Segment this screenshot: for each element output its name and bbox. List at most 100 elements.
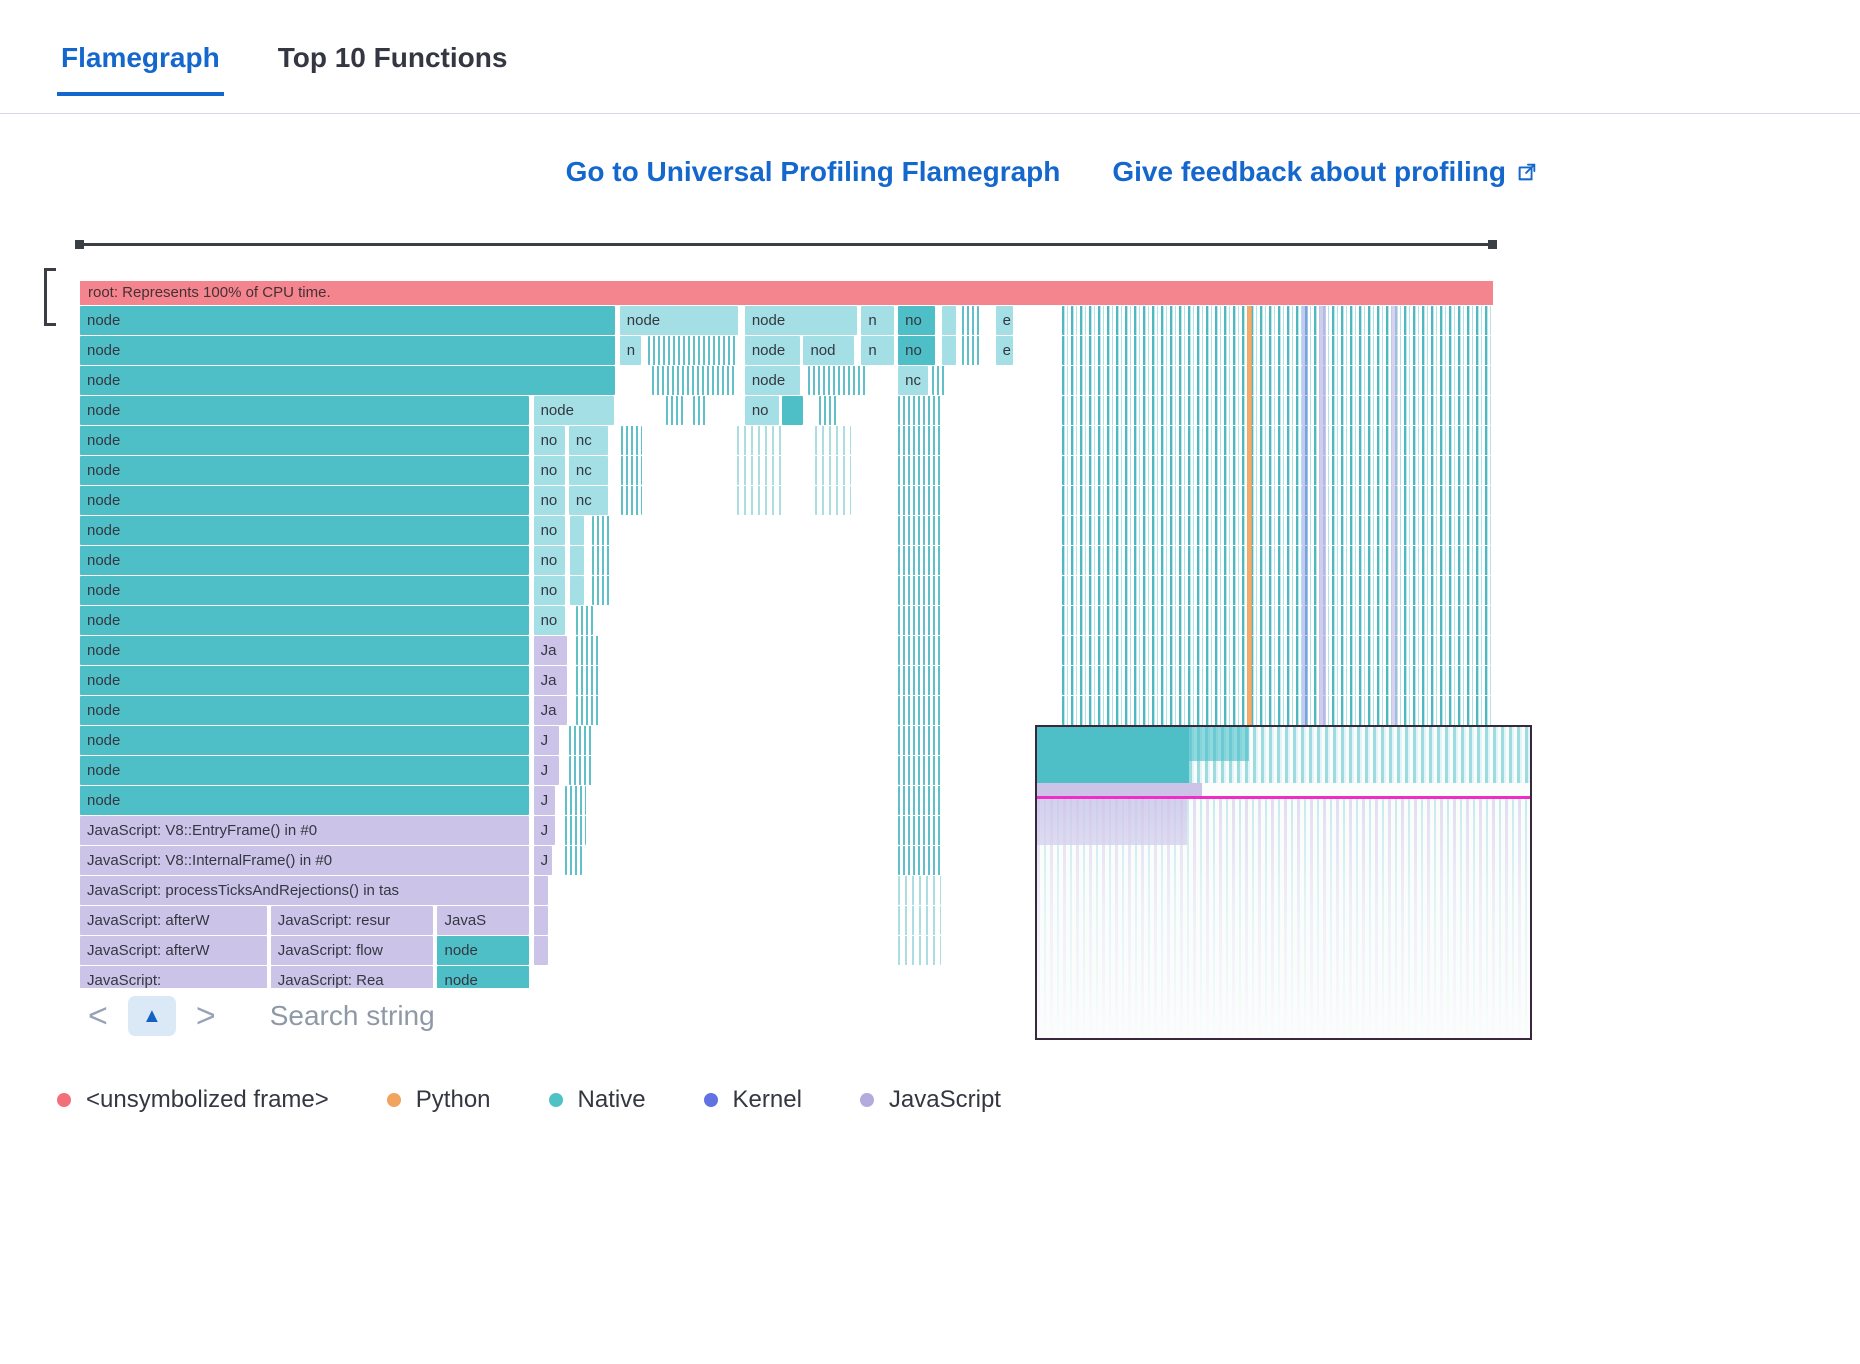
flame-frame[interactable]: node: [80, 306, 615, 335]
search-up-button[interactable]: ▲: [127, 996, 176, 1036]
flame-frame[interactable]: node: [744, 306, 858, 335]
flame-frame-cluster[interactable]: [564, 816, 586, 845]
flame-frame[interactable]: JavaScript: V8::InternalFrame() in #0: [80, 846, 530, 875]
flame-frame-cluster[interactable]: [898, 636, 941, 665]
flame-frame[interactable]: node: [533, 396, 615, 425]
flame-frame[interactable]: no: [744, 396, 779, 425]
flame-frame[interactable]: node: [80, 486, 530, 515]
flame-frame-cluster[interactable]: [898, 426, 941, 455]
flame-frame[interactable]: JavaScript: resur: [270, 906, 434, 935]
flame-frame-cluster[interactable]: [1062, 366, 1493, 395]
flame-frame-cluster[interactable]: [898, 906, 941, 935]
flame-frame-cluster[interactable]: [533, 906, 548, 935]
flame-frame[interactable]: no: [898, 306, 935, 335]
flame-frame-cluster[interactable]: [898, 486, 941, 515]
flame-frame[interactable]: node: [80, 396, 530, 425]
flame-frame-cluster[interactable]: [737, 486, 783, 515]
flame-frame-cluster[interactable]: [814, 456, 852, 485]
flame-frame[interactable]: node: [619, 306, 739, 335]
flame-frame-cluster[interactable]: [898, 576, 941, 605]
flame-frame[interactable]: nc: [898, 366, 928, 395]
flame-frame-cluster[interactable]: [898, 516, 941, 545]
flame-frame-cluster[interactable]: [898, 876, 941, 905]
search-input[interactable]: [267, 999, 698, 1033]
flame-frame-cluster[interactable]: [818, 396, 839, 425]
flame-frame[interactable]: e: [995, 306, 1013, 335]
flame-frame[interactable]: node: [80, 426, 530, 455]
flame-frame[interactable]: n: [861, 336, 894, 365]
flame-frame[interactable]: node: [80, 456, 530, 485]
flame-frame[interactable]: Ja: [533, 636, 568, 665]
flame-frame-cluster[interactable]: [932, 366, 947, 395]
flame-frame-cluster[interactable]: [1062, 486, 1493, 515]
flame-frame[interactable]: JavaScript: processTicksAndRejections() …: [80, 876, 530, 905]
flame-frame-cluster[interactable]: [568, 726, 595, 755]
flame-frame[interactable]: no: [533, 546, 565, 575]
flame-frame-cluster[interactable]: [898, 696, 941, 725]
universal-profiling-link[interactable]: Go to Universal Profiling Flamegraph: [565, 156, 1061, 187]
flame-frame[interactable]: JavaScript: Rea: [270, 966, 434, 988]
flame-frame-cluster[interactable]: [621, 426, 643, 455]
flame-frame-cluster[interactable]: [621, 456, 643, 485]
flame-frame-cluster[interactable]: [898, 786, 941, 815]
flamegraph-minimap[interactable]: [1035, 725, 1532, 1040]
flame-frame[interactable]: node: [80, 576, 530, 605]
flame-frame-cluster[interactable]: [1062, 666, 1493, 695]
flame-frame[interactable]: no: [533, 426, 565, 455]
flame-frame-cluster[interactable]: [941, 336, 956, 365]
flame-frame-cluster[interactable]: [591, 546, 612, 575]
flame-frame[interactable]: node: [437, 936, 530, 965]
flame-frame[interactable]: no: [898, 336, 935, 365]
flame-frame[interactable]: nc: [568, 426, 609, 455]
flame-frame[interactable]: no: [533, 486, 565, 515]
flame-frame-cluster[interactable]: [1062, 336, 1493, 365]
flame-frame[interactable]: J: [533, 756, 559, 785]
flame-frame[interactable]: nc: [568, 486, 609, 515]
flame-frame-cluster[interactable]: [1062, 636, 1493, 665]
flame-frame-cluster[interactable]: [898, 606, 941, 635]
flame-frame[interactable]: node: [744, 336, 800, 365]
flame-frame-cluster[interactable]: [1062, 306, 1493, 335]
flame-frame[interactable]: J: [533, 816, 555, 845]
flame-frame[interactable]: JavaScript: afterW: [80, 906, 267, 935]
flame-frame[interactable]: n: [619, 336, 641, 365]
flame-frame-cluster[interactable]: [575, 666, 602, 695]
flame-frame-cluster[interactable]: [898, 846, 941, 875]
flame-frame-cluster[interactable]: [898, 726, 941, 755]
flame-frame-cluster[interactable]: [1062, 606, 1493, 635]
flame-frame-cluster[interactable]: [575, 606, 593, 635]
flame-frame-cluster[interactable]: [666, 396, 684, 425]
flame-frame-cluster[interactable]: [564, 786, 586, 815]
flame-frame-cluster[interactable]: [568, 756, 595, 785]
flame-frame-cluster[interactable]: [648, 336, 736, 365]
flame-frame-cluster[interactable]: [1062, 456, 1493, 485]
flame-frame-cluster[interactable]: [961, 336, 979, 365]
flame-frame[interactable]: node: [80, 786, 530, 815]
flame-frame[interactable]: node: [80, 636, 530, 665]
flame-frame-cluster[interactable]: [1062, 396, 1493, 425]
minimap-selection-line[interactable]: [1037, 796, 1530, 799]
flame-frame-cluster[interactable]: [1062, 696, 1493, 725]
flame-frame[interactable]: e: [995, 336, 1013, 365]
flame-frame-cluster[interactable]: [591, 576, 612, 605]
flame-frame-cluster[interactable]: [533, 936, 548, 965]
flame-frame-cluster[interactable]: [1062, 426, 1493, 455]
flame-frame-cluster[interactable]: [898, 456, 941, 485]
flame-frame[interactable]: node: [80, 606, 530, 635]
flame-frame[interactable]: node: [744, 366, 800, 395]
flame-frame-cluster[interactable]: [693, 396, 706, 425]
flame-frame-cluster[interactable]: [898, 546, 941, 575]
flame-frame-cluster[interactable]: [898, 936, 941, 965]
search-next-button[interactable]: >: [192, 997, 220, 1035]
flame-frame-cluster[interactable]: [1062, 516, 1493, 545]
flame-frame[interactable]: nod: [803, 336, 855, 365]
flame-frame-cluster[interactable]: [898, 666, 941, 695]
flame-frame-cluster[interactable]: [737, 426, 783, 455]
flame-root-frame[interactable]: root: Represents 100% of CPU time.: [80, 281, 1493, 305]
flame-frame-cluster[interactable]: [570, 576, 585, 605]
flame-frame-cluster[interactable]: [898, 396, 941, 425]
flame-frame[interactable]: node: [80, 516, 530, 545]
flame-frame-cluster[interactable]: [652, 366, 735, 395]
tab-flamegraph[interactable]: Flamegraph: [57, 42, 224, 96]
flame-frame-cluster[interactable]: [807, 366, 869, 395]
